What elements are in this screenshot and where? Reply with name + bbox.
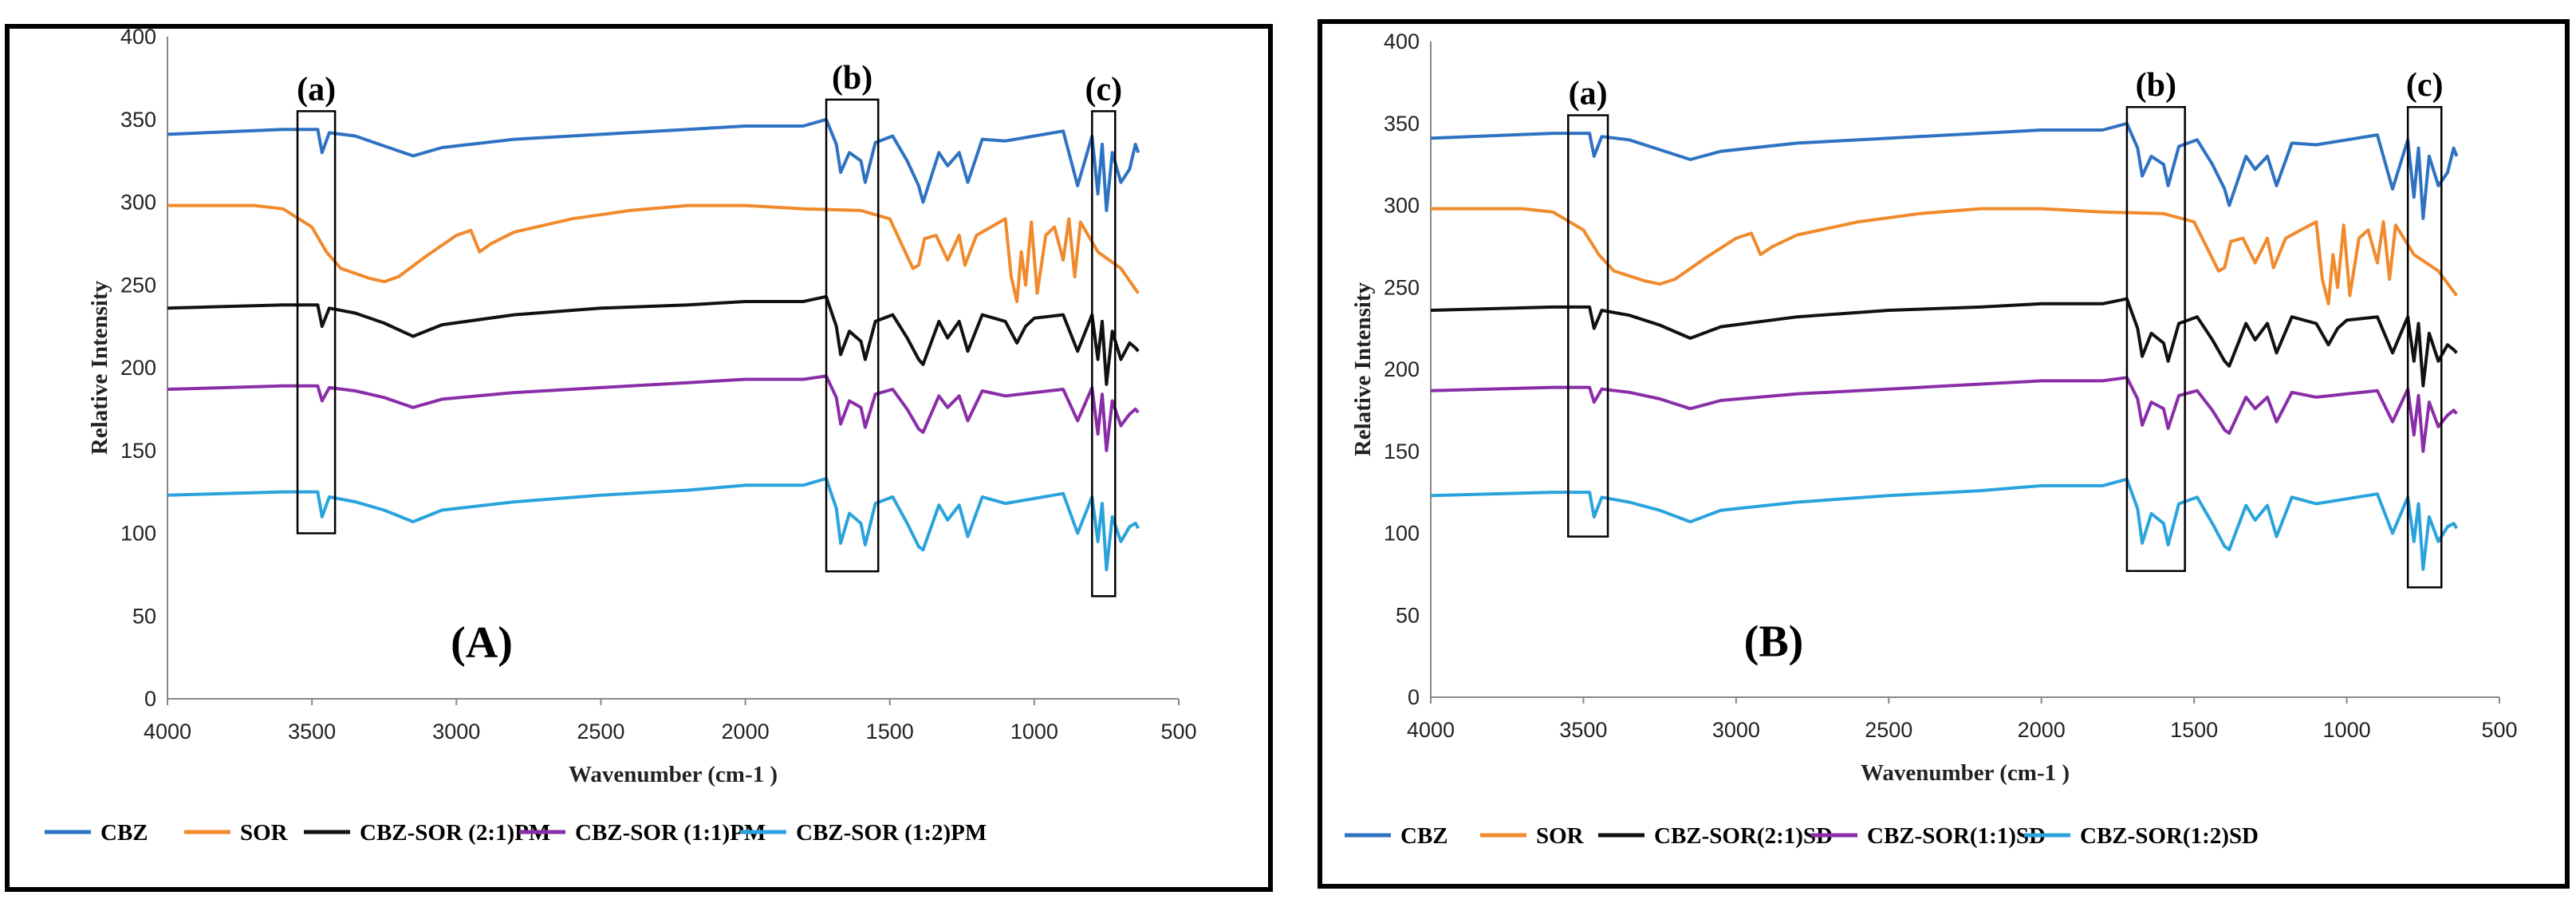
y-tick-label: 250 [120,273,156,297]
x-tick-label: 1500 [2170,718,2218,742]
x-tick-label: 3000 [1712,718,1760,742]
series-line-2 [167,294,1140,386]
x-axis-title: Wavenumber (cm-1 ) [1861,760,2070,786]
highlight-box-label: (a) [1569,75,1608,112]
highlight-box-label: (c) [2406,67,2444,104]
y-tick-label: 50 [132,604,156,628]
highlight-box-label: (c) [1085,71,1122,108]
panel-label: (B) [1744,617,1804,667]
y-tick-label: 400 [1384,30,1420,53]
y-tick-label: 150 [1384,440,1420,463]
y-tick-label: 50 [1396,603,1420,627]
legend-label-1: SOR [1536,823,1585,849]
highlight-box-label: (b) [832,60,872,97]
highlight-box-label: (a) [297,71,336,108]
x-tick-label: 2500 [577,720,624,743]
y-tick-label: 350 [1384,112,1420,136]
x-tick-label: 3500 [288,720,336,743]
series-line-4 [1430,477,2459,571]
y-tick-label: 250 [1384,275,1420,299]
highlight-box-label: (b) [2136,67,2176,104]
chart-a-svg: 0 50 100 150 200 250 300 350 400 4000 3500 3000 2500… [45,29,1197,846]
y-tick-label: 0 [1408,685,1420,709]
x-tick-label: 3000 [432,720,480,743]
x-axis-title: Wavenumber (cm-1 ) [569,762,778,787]
series-line-1 [167,203,1140,303]
y-tick-label: 400 [120,29,156,49]
y-tick-label: 150 [120,439,156,463]
legend-label-0: CBZ [100,820,148,846]
series-line-3 [167,374,1140,452]
series-line-1 [1431,207,2458,306]
y-axis-title: Relative Intensity [1350,282,1376,456]
legend-label-3: CBZ-SOR(1:1)SD [1867,823,2046,849]
series-line-0 [167,117,1140,212]
y-tick-label: 0 [144,687,156,711]
x-tick-label: 1000 [2323,718,2371,742]
series-line-3 [1430,376,2458,453]
highlight-box [296,110,337,534]
legend-label-4: CBZ-SOR (1:2)PM [796,820,987,846]
y-tick-label: 200 [120,356,156,380]
x-tick-label: 2000 [722,720,770,743]
x-tick-label: 500 [1160,720,1196,743]
legend-label-2: CBZ-SOR(2:1)SD [1654,823,1833,849]
x-tick-label: 2000 [2018,718,2066,742]
panel-label: (A) [451,618,513,668]
y-tick-label: 200 [1384,357,1420,381]
series-line-4 [167,477,1140,572]
highlight-box [2406,105,2443,589]
y-tick-label: 300 [1384,194,1420,218]
series-line-0 [1430,121,2459,220]
legend-label-2: CBZ-SOR (2:1)PM [360,820,550,846]
y-tick-label: 300 [120,191,156,215]
chart-b-svg: 0 50 100 150 200 250 300 350 400 4000 3500 3000 2500… [1345,30,2518,849]
legend-label-3: CBZ-SOR (1:1)PM [575,820,766,846]
series-line-2 [1430,297,2458,388]
x-tick-label: 3500 [1559,718,1607,742]
legend-label-0: CBZ [1400,823,1448,849]
x-tick-label: 1000 [1010,720,1058,743]
highlight-box [1091,110,1117,597]
y-tick-label: 350 [120,108,156,132]
x-tick-label: 2500 [1865,718,1912,742]
x-tick-label: 1500 [866,720,914,743]
highlight-box [825,98,880,573]
chart-panel-b: 0 50 100 150 200 250 300 350 400 4000 3500 3000 2500… [1318,19,2570,889]
y-tick-label: 100 [1384,522,1420,546]
x-tick-label: 4000 [1407,718,1455,742]
x-tick-label: 500 [2481,718,2517,742]
chart-panel-a: 0 50 100 150 200 250 300 350 400 4000 3500 3000 2500… [5,24,1273,892]
highlight-box [1567,114,1609,538]
highlight-box [2125,105,2186,573]
x-tick-label: 4000 [144,720,191,743]
legend-label-4: CBZ-SOR(1:2)SD [2080,823,2259,849]
y-tick-label: 100 [120,522,156,546]
y-axis-title: Relative Intensity [87,280,112,455]
legend-label-1: SOR [240,820,289,846]
